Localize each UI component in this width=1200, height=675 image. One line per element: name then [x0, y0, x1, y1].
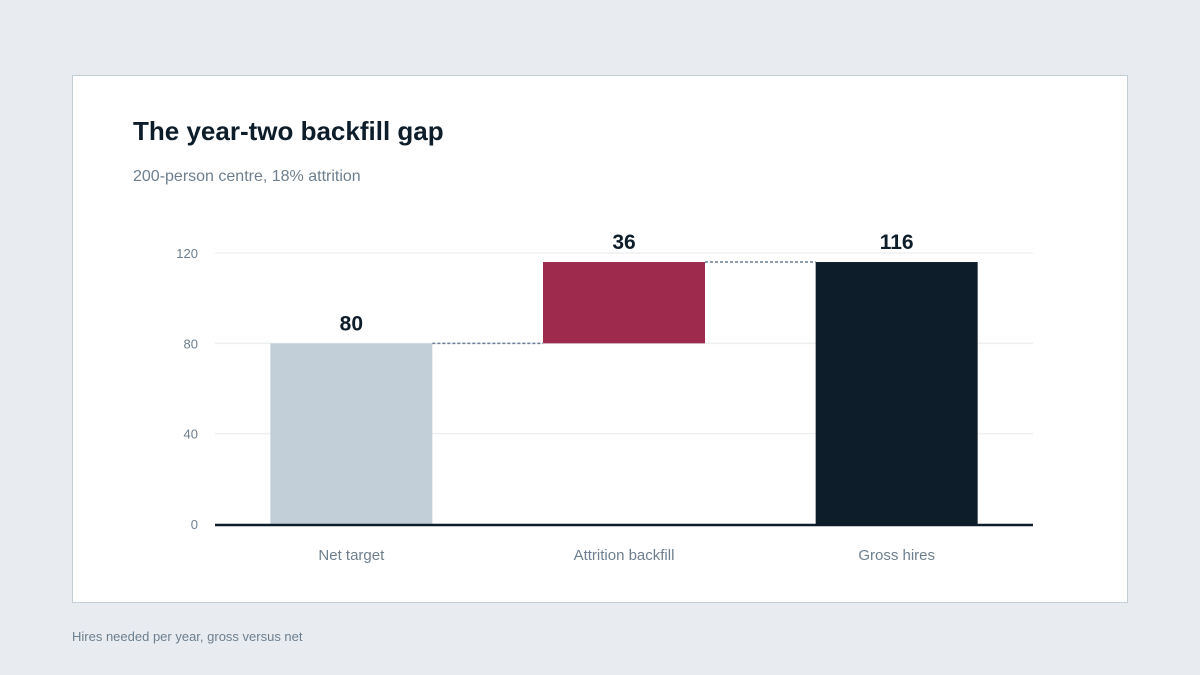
chart-subtitle: 200-person centre, 18% attrition — [133, 168, 361, 185]
y-tick-label: 40 — [184, 427, 198, 442]
x-tick-label: Net target — [318, 547, 385, 564]
chart-title: The year-two backfill gap — [133, 116, 444, 146]
data-label: 36 — [612, 231, 635, 254]
bar-0 — [270, 343, 433, 524]
y-tick-label: 0 — [191, 517, 198, 532]
x-tick-label: Attrition backfill — [574, 547, 675, 564]
y-tick-label: 80 — [184, 336, 198, 351]
bar-1 — [543, 262, 705, 344]
y-tick-label: 120 — [176, 246, 198, 261]
data-label: 80 — [340, 312, 363, 335]
data-label: 116 — [880, 231, 914, 254]
x-tick-label: Gross hires — [858, 547, 935, 564]
chart-caption: Hires needed per year, gross versus net — [72, 629, 303, 644]
bar-2 — [815, 262, 978, 524]
